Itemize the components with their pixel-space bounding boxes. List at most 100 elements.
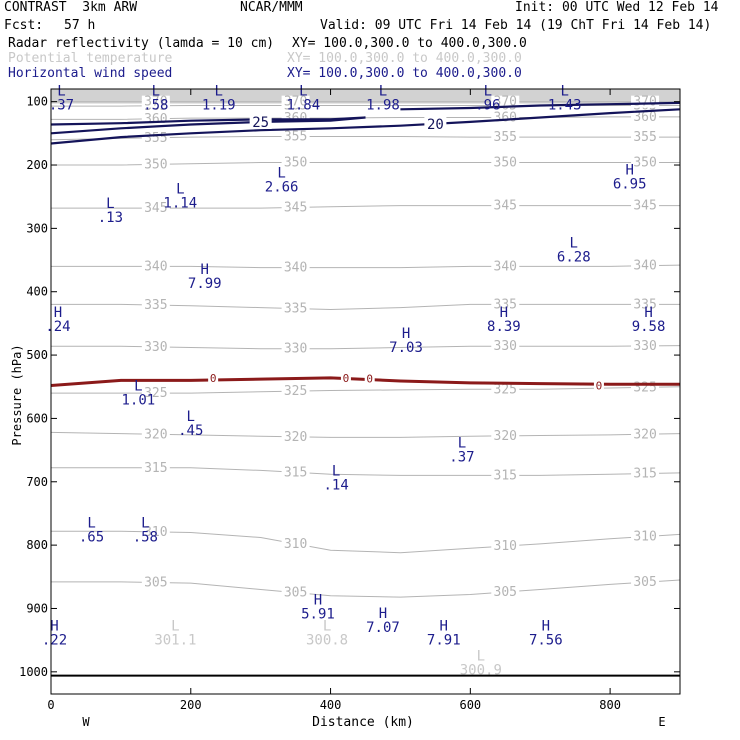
- theta-label-345-0: 345: [144, 201, 167, 216]
- theta-label-bg-335-0: [141, 299, 170, 312]
- y-tick-label-500: 500: [26, 348, 48, 362]
- wind-label-25: 25: [252, 115, 269, 131]
- theta-label-bg-305-0: [141, 576, 170, 589]
- theta-label-315-0: 315: [144, 461, 167, 476]
- model-title: CONTRAST 3km ARW: [4, 0, 138, 15]
- extremum-marker-16: H: [402, 326, 410, 342]
- theta-label-bg-315-2: [491, 469, 520, 482]
- theta-label-bg-320-2: [491, 429, 520, 442]
- extremum-marker-24: H: [379, 606, 387, 622]
- extremum-marker-19: L: [458, 436, 466, 452]
- theta-label-bg-315-3: [631, 467, 660, 480]
- theta-label-bg-315-1: [281, 466, 310, 479]
- theta-label-355-3: 355: [633, 130, 656, 145]
- theta-label-bg-340-2: [491, 260, 520, 273]
- extremum-marker-13: H: [54, 305, 62, 321]
- theta-label-345-2: 345: [494, 199, 517, 214]
- extremum-value-2: 1.19: [202, 97, 236, 113]
- extremum-value-13: .24: [45, 319, 70, 335]
- extremum-marker-5: L: [484, 83, 492, 99]
- theta-label-360-0: 360: [144, 112, 167, 127]
- extremum-marker-11: L: [570, 235, 578, 251]
- reflectivity-label-0: 0: [210, 372, 217, 385]
- theta-label-350-3: 350: [633, 155, 656, 170]
- theta-label-330-1: 330: [284, 342, 307, 357]
- theta-label-bg-355-3: [631, 131, 660, 144]
- theta-label-bg-320-0: [141, 428, 170, 441]
- theta-label-360-2: 360: [494, 111, 517, 126]
- theta-label-bg-330-0: [141, 340, 170, 353]
- theta-label-320-3: 320: [633, 427, 656, 442]
- extremum-marker-22: L: [141, 515, 149, 531]
- wind-label-bg-20: [424, 116, 447, 131]
- theta-label-bg-310-3: [631, 530, 660, 543]
- theta-label-340-1: 340: [284, 261, 307, 276]
- y-tick-label-1000: 1000: [19, 665, 48, 679]
- theta-label-320-1: 320: [284, 430, 307, 445]
- theta-label-bg-370-0: [141, 95, 170, 108]
- x-tick-label-200: 200: [180, 698, 202, 712]
- extremum-marker-25: H: [50, 619, 58, 635]
- reflectivity-label-bg-3: [593, 380, 604, 391]
- theta-label-bg-330-1: [281, 342, 310, 355]
- extremum-value-14: 8.39: [487, 319, 521, 335]
- theta-label-315-1: 315: [284, 465, 307, 480]
- theta-label-305-2: 305: [494, 585, 517, 600]
- extremum-marker-10: H: [625, 163, 633, 179]
- extremum-marker-23: H: [314, 593, 322, 609]
- y-tick-label-600: 600: [26, 411, 48, 425]
- field-theta-xy: XY= 100.0,300.0 to 400.0,300.0: [287, 51, 522, 66]
- wind-contour-30: [400, 101, 680, 111]
- theta-label-335-1: 335: [284, 302, 307, 317]
- theta-label-bg-370-2: [491, 95, 520, 108]
- theta-label-bg-310-0: [141, 525, 170, 538]
- theta-label-bg-340-3: [631, 259, 660, 272]
- organization-label: NCAR/MMM: [240, 0, 303, 15]
- theta-label-bg-325-1: [281, 385, 310, 398]
- theta-label-bg-350-0: [141, 158, 170, 171]
- theta-label-bg-350-1: [281, 156, 310, 169]
- extremum-marker-9: L: [106, 196, 114, 212]
- theta-label-340-2: 340: [494, 259, 517, 274]
- theta-label-310-1: 310: [284, 537, 307, 552]
- theta-label-bg-350-3: [631, 156, 660, 169]
- extremum-marker-27: H: [542, 619, 550, 635]
- x-tick-label-400: 400: [320, 698, 342, 712]
- extremum-marker-30: L: [477, 648, 485, 664]
- y-tick-label-700: 700: [26, 475, 48, 489]
- extremum-value-9: .13: [98, 210, 123, 226]
- theta-label-bg-345-3: [631, 199, 660, 212]
- extremum-value-20: .14: [323, 477, 348, 493]
- theta-label-bg-305-3: [631, 576, 660, 589]
- extremum-value-16: 7.03: [389, 340, 423, 356]
- y-axis-title: Pressure (hPa): [10, 344, 24, 445]
- theta-label-325-0: 325: [144, 386, 167, 401]
- extremum-marker-14: H: [500, 305, 508, 321]
- plot-frame: [50, 88, 681, 695]
- extremum-value-17: 1.01: [122, 393, 156, 409]
- extremum-marker-20: L: [332, 463, 340, 479]
- theta-label-370-0: 370: [144, 95, 167, 110]
- theta-label-335-2: 335: [494, 297, 517, 312]
- theta-label-355-1: 355: [284, 130, 307, 145]
- theta-label-370-1: 370: [284, 95, 307, 110]
- y-tick-label-800: 800: [26, 538, 48, 552]
- theta-label-305-0: 305: [144, 576, 167, 591]
- y-tick-label-300: 300: [26, 221, 48, 235]
- theta-label-335-3: 335: [633, 297, 656, 312]
- theta-label-340-0: 340: [144, 259, 167, 274]
- wind-label-20: 20: [427, 117, 444, 133]
- extremum-marker-28: L: [171, 619, 179, 635]
- extremum-value-27: 7.56: [529, 633, 563, 649]
- extremum-value-25: .22: [42, 633, 67, 649]
- theta-label-325-3: 325: [633, 380, 656, 395]
- extremum-marker-12: H: [201, 262, 209, 278]
- extremum-marker-0: L: [57, 83, 65, 99]
- extremum-value-22: .58: [133, 529, 158, 545]
- theta-label-320-2: 320: [494, 429, 517, 444]
- plot-area: 305 305 305 305 310 310 310 310 315 315 315 315 320 3…: [19, 83, 681, 712]
- forecast-label: Fcst:: [4, 18, 44, 33]
- theta-label-325-1: 325: [284, 384, 307, 399]
- theta-label-310-3: 310: [633, 530, 656, 545]
- theta-label-355-0: 355: [144, 131, 167, 146]
